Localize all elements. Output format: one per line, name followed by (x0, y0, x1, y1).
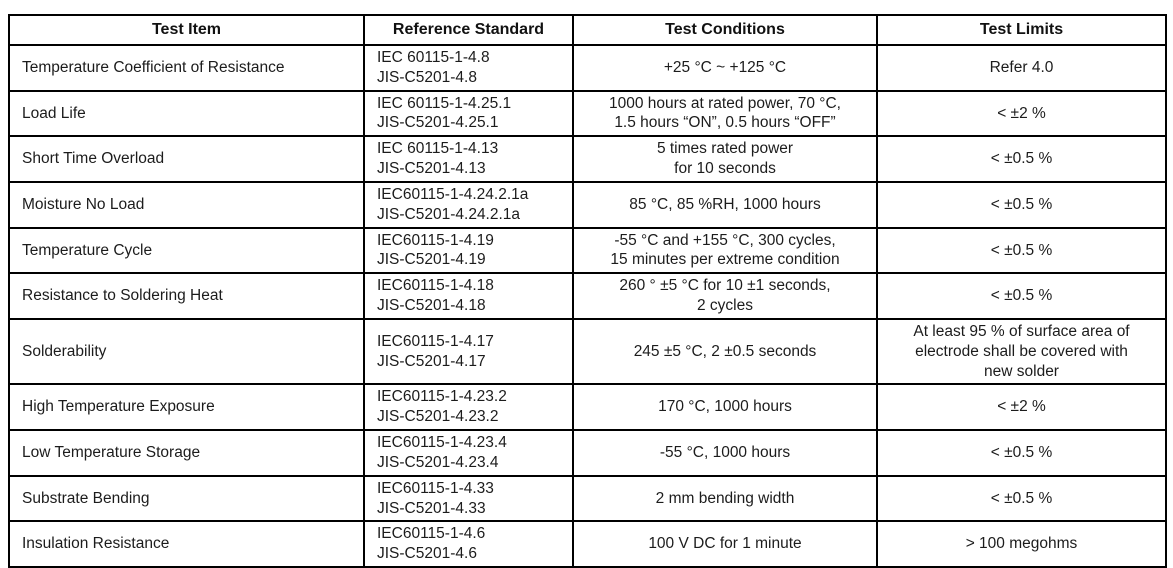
test-conditions-cell: -55 °C, 1000 hours (572, 429, 878, 477)
column-header-test-item: Test Item (8, 14, 365, 46)
table-row: Load Life IEC 60115-1-4.25.1 JIS-C5201-4… (8, 89, 1167, 138)
reference-standard-cell: IEC60115-1-4.23.4 JIS-C5201-4.23.4 (363, 429, 574, 477)
test-item-cell: Short Time Overload (8, 135, 365, 183)
test-conditions-cell: 245 ±5 °C, 2 ±0.5 seconds (572, 317, 878, 386)
test-item-cell: Insulation Resistance (8, 520, 365, 568)
reference-standard-cell: IEC 60115-1-4.13 JIS-C5201-4.13 (363, 135, 574, 183)
table-row: Resistance to Soldering Heat IEC60115-1-… (8, 272, 1167, 320)
test-limits-cell: > 100 megohms (876, 520, 1167, 568)
test-item-cell: Moisture No Load (8, 180, 365, 229)
test-conditions-cell: +25 °C ~ +125 °C (572, 44, 878, 92)
reference-standard-cell: IEC 60115-1-4.8 JIS-C5201-4.8 (363, 44, 574, 92)
table-row: Solderability IEC60115-1-4.17 JIS-C5201-… (8, 317, 1167, 386)
test-conditions-cell: 85 °C, 85 %RH, 1000 hours (572, 180, 878, 229)
reference-standard-cell: IEC60115-1-4.23.2 JIS-C5201-4.23.2 (363, 383, 574, 432)
test-limits-cell: < ±0.5 % (876, 429, 1167, 477)
reference-standard-cell: IEC 60115-1-4.25.1 JIS-C5201-4.25.1 (363, 89, 574, 138)
test-conditions-cell: 2 mm bending width (572, 474, 878, 523)
test-specifications-table: Test Item Reference Standard Test Condit… (8, 14, 1167, 568)
table-row: Substrate Bending IEC60115-1-4.33 JIS-C5… (8, 474, 1167, 523)
table-row: Moisture No Load IEC60115-1-4.24.2.1a JI… (8, 180, 1167, 229)
column-header-reference-standard: Reference Standard (363, 14, 574, 46)
test-conditions-cell: 5 times rated power for 10 seconds (572, 135, 878, 183)
test-item-cell: Low Temperature Storage (8, 429, 365, 477)
test-limits-cell: Refer 4.0 (876, 44, 1167, 92)
test-limits-cell: < ±0.5 % (876, 135, 1167, 183)
test-item-cell: Temperature Coefficient of Resistance (8, 44, 365, 92)
table-header-row: Test Item Reference Standard Test Condit… (8, 14, 1167, 46)
reference-standard-cell: IEC60115-1-4.17 JIS-C5201-4.17 (363, 317, 574, 386)
table-row: Short Time Overload IEC 60115-1-4.13 JIS… (8, 135, 1167, 183)
table-row: Temperature Coefficient of Resistance IE… (8, 44, 1167, 92)
test-conditions-cell: 1000 hours at rated power, 70 °C, 1.5 ho… (572, 89, 878, 138)
test-limits-cell: < ±0.5 % (876, 180, 1167, 229)
test-limits-cell: < ±2 % (876, 89, 1167, 138)
table-row: Insulation Resistance IEC60115-1-4.6 JIS… (8, 520, 1167, 568)
column-header-test-limits: Test Limits (876, 14, 1167, 46)
test-limits-cell: < ±2 % (876, 383, 1167, 432)
reference-standard-cell: IEC60115-1-4.19 JIS-C5201-4.19 (363, 226, 574, 275)
test-conditions-cell: 170 °C, 1000 hours (572, 383, 878, 432)
test-item-cell: Resistance to Soldering Heat (8, 272, 365, 320)
test-item-cell: Substrate Bending (8, 474, 365, 523)
table-row: High Temperature Exposure IEC60115-1-4.2… (8, 383, 1167, 432)
test-conditions-cell: 260 ° ±5 °C for 10 ±1 seconds, 2 cycles (572, 272, 878, 320)
test-item-cell: Temperature Cycle (8, 226, 365, 275)
test-item-cell: Solderability (8, 317, 365, 386)
reference-standard-cell: IEC60115-1-4.24.2.1a JIS-C5201-4.24.2.1a (363, 180, 574, 229)
reference-standard-cell: IEC60115-1-4.33 JIS-C5201-4.33 (363, 474, 574, 523)
test-conditions-cell: 100 V DC for 1 minute (572, 520, 878, 568)
table-row: Temperature Cycle IEC60115-1-4.19 JIS-C5… (8, 226, 1167, 275)
test-limits-cell: < ±0.5 % (876, 474, 1167, 523)
test-item-cell: High Temperature Exposure (8, 383, 365, 432)
test-limits-cell: < ±0.5 % (876, 272, 1167, 320)
test-limits-cell: < ±0.5 % (876, 226, 1167, 275)
test-conditions-cell: -55 °C and +155 °C, 300 cycles, 15 minut… (572, 226, 878, 275)
test-item-cell: Load Life (8, 89, 365, 138)
table-row: Low Temperature Storage IEC60115-1-4.23.… (8, 429, 1167, 477)
column-header-test-conditions: Test Conditions (572, 14, 878, 46)
reference-standard-cell: IEC60115-1-4.18 JIS-C5201-4.18 (363, 272, 574, 320)
test-limits-cell: At least 95 % of surface area of electro… (876, 317, 1167, 386)
reference-standard-cell: IEC60115-1-4.6 JIS-C5201-4.6 (363, 520, 574, 568)
